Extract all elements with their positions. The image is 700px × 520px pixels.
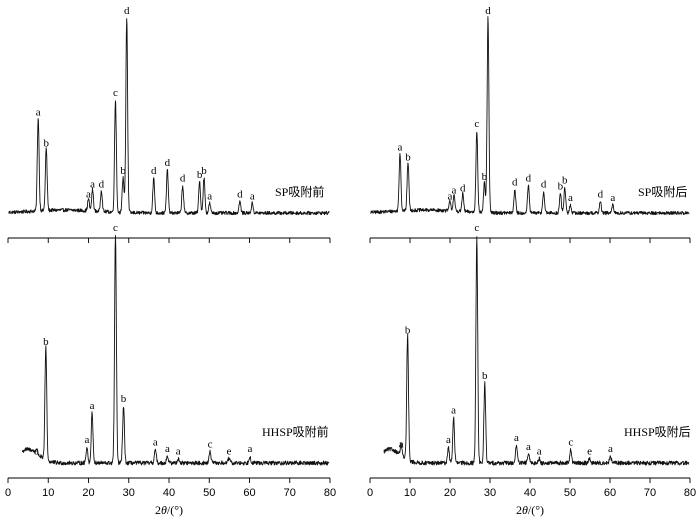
peak-label: a [610,192,615,204]
peak-label: d [485,5,491,17]
peak-label: b [405,151,411,163]
peak-label: b [405,325,411,337]
series-name: HHSP吸附前 [262,424,329,439]
peak-label: d [541,179,547,191]
x-tick-label: 30 [123,487,135,499]
peak-label: d [165,157,171,169]
peak-label: b [43,138,49,150]
peak-label: d [512,177,518,189]
peak-label: d [460,182,466,194]
peak-label: d [99,179,105,191]
peak-label: a [448,190,453,202]
peak-label: a [398,142,403,154]
xrd-trace [370,16,690,216]
series-name: HHSP吸附后 [624,425,691,439]
peak-label: a [250,190,255,202]
peak-label: c [568,436,573,448]
traces-layer [8,16,690,466]
xrd-trace [383,236,690,466]
peak-label: a [446,434,451,446]
peak-label: c [208,439,213,451]
peak-label: a [514,432,519,444]
peak-label: e [227,445,232,457]
peak-label: b [120,165,126,177]
peak-label: a [608,443,613,455]
peak-label: d [598,188,604,200]
x-axis-label: 2θ/(°) [155,503,183,517]
x-tick-label: 70 [644,487,656,499]
peak-label: a [165,443,170,455]
peak-label: a [399,439,404,451]
peak-label: a [452,184,457,196]
peak-label: b [558,181,564,193]
x-tick-label: 20 [82,487,94,499]
x-tick-label: 30 [484,487,496,499]
peak-label: c [474,222,479,234]
peak-label: c [113,87,118,99]
peak-label: b [482,171,488,183]
peak-label: b [482,370,488,382]
peak-label: e [587,445,592,457]
peak-label: d [124,5,130,17]
xrd-trace [21,234,330,466]
peak-label: b [201,165,207,177]
peak-label: a [34,445,39,457]
peak-label: a [176,445,181,457]
peak-label: a [153,436,158,448]
peak-label: d [526,173,532,185]
peak-label: b [197,169,203,181]
x-tick-label: 50 [203,487,215,499]
peak-label: b [562,175,568,187]
x-tick-label: 20 [444,487,456,499]
x-tick-label: 70 [284,487,296,499]
xrd-trace [8,18,330,216]
peak-label: d [180,173,186,185]
x-tick-label: 60 [243,487,255,499]
peak-label: a [451,404,456,416]
x-tick-label: 80 [324,487,336,499]
x-tick-label: 0 [367,487,373,499]
axes-layer [7,237,691,483]
x-tick-label: 40 [163,487,175,499]
peak-label: a [247,443,252,455]
peak-label: a [90,179,95,191]
peak-label: d [237,188,243,200]
peak-label: a [537,445,542,457]
peak-label: b [43,336,49,348]
x-tick-label: 60 [604,487,616,499]
peak-label: a [86,188,91,200]
series-name: SP吸附后 [638,185,687,199]
peak-label: a [526,441,531,453]
peak-label: a [90,400,95,412]
peak-label: a [84,434,89,446]
x-tick-label: 40 [524,487,536,499]
x-tick-label: 10 [404,487,416,499]
peak-label: a [207,190,212,202]
series-name: SP吸附前 [275,184,324,199]
peak-label: a [36,106,41,118]
peak-label: c [474,118,479,130]
peak-label: a [568,192,573,204]
peak-label: c [113,222,118,234]
x-axis-label: 2θ/(°) [516,503,544,517]
x-tick-label: 0 [5,487,11,499]
peak-label: d [151,165,157,177]
x-tick-label: 50 [564,487,576,499]
x-tick-label: 80 [684,487,696,499]
x-tick-label: 10 [42,487,54,499]
peak-label: b [121,393,127,405]
